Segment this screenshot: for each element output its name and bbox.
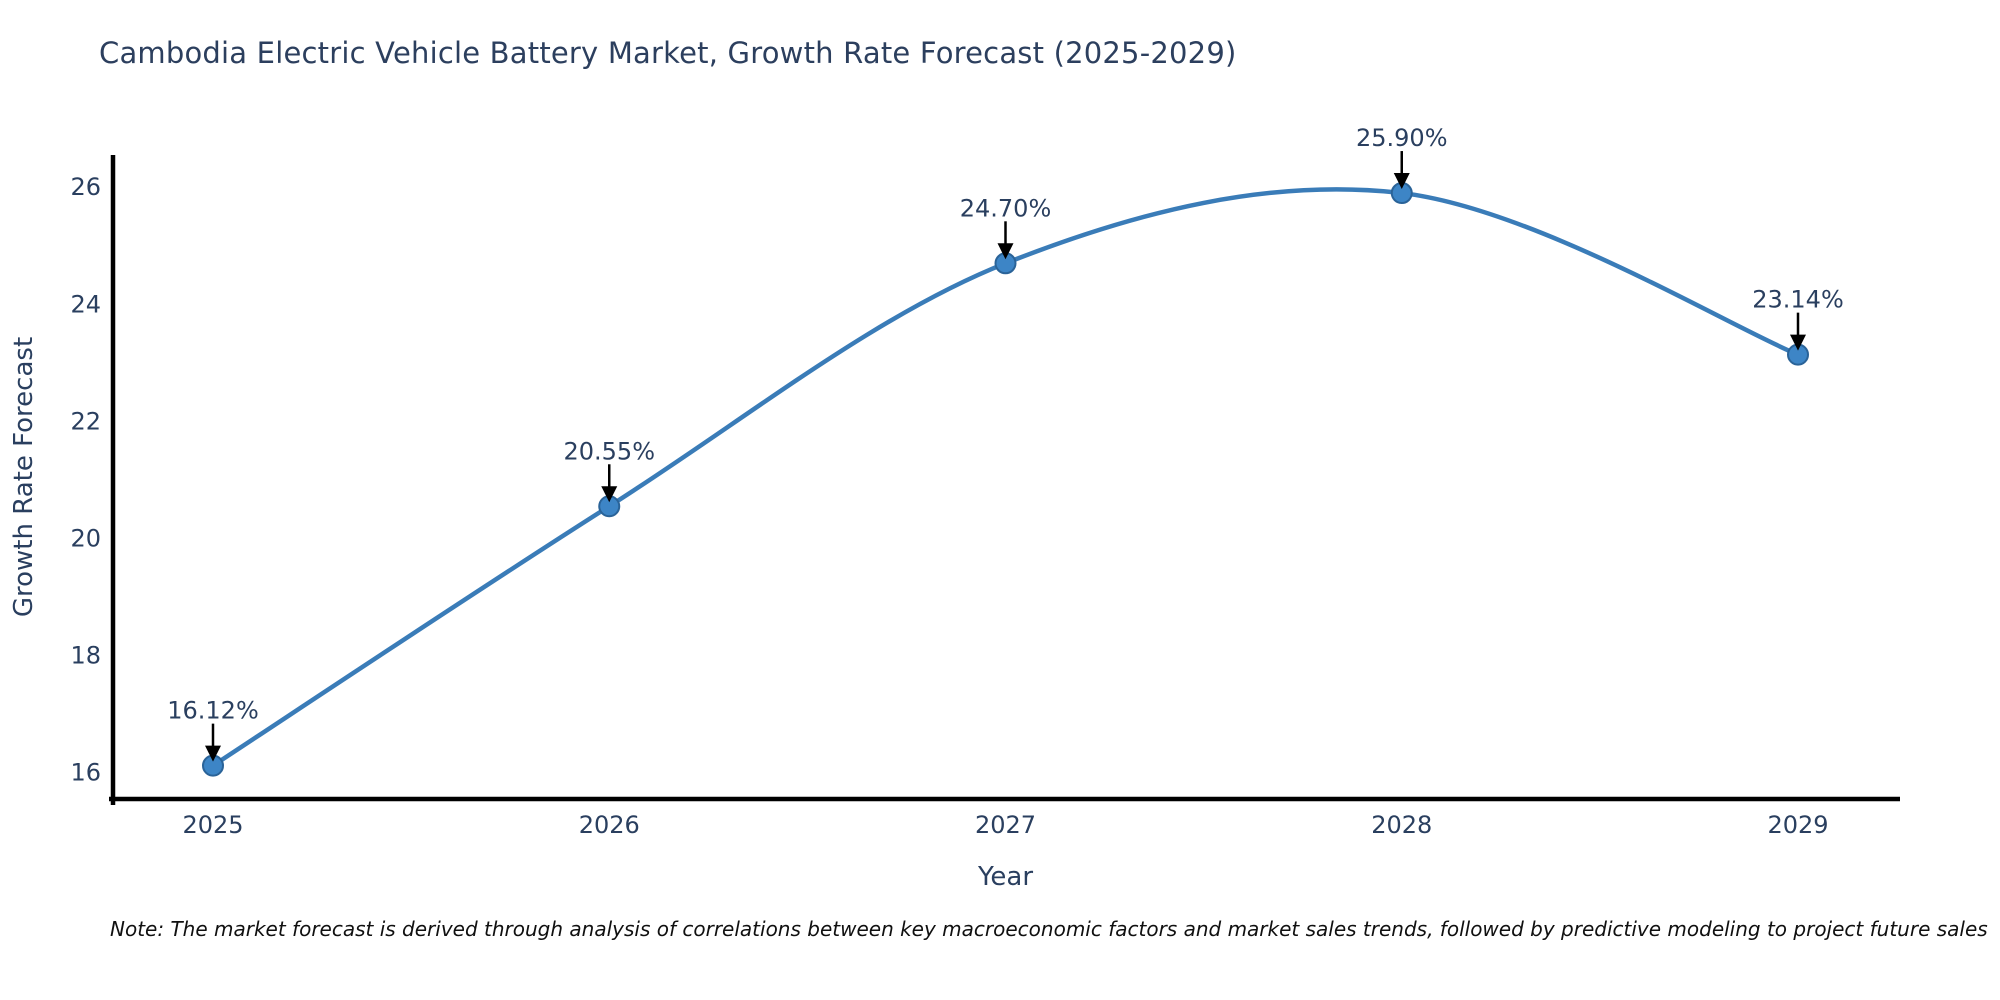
annotation-label: 16.12% [167, 697, 259, 725]
annotation-label: 24.70% [960, 194, 1052, 222]
annotation-label: 20.55% [563, 437, 655, 465]
chart-title: Cambodia Electric Vehicle Battery Market… [99, 36, 1237, 70]
annotation-label: 23.14% [1752, 286, 1844, 314]
y-tick-label: 18 [70, 642, 101, 670]
y-tick-label: 24 [70, 290, 101, 318]
x-tick-label: 2028 [1371, 811, 1432, 839]
x-tick-label: 2025 [182, 811, 243, 839]
x-axis-title: Year [977, 862, 1033, 892]
annotation-arrowhead [997, 243, 1014, 260]
annotation-arrowhead [601, 486, 618, 503]
annotation-arrowhead [1790, 334, 1806, 351]
x-tick-label: 2027 [975, 811, 1036, 839]
annotation-label: 25.90% [1356, 124, 1448, 152]
y-tick-label: 22 [70, 407, 101, 435]
annotation-arrowhead [1393, 173, 1410, 190]
y-tick-label: 20 [70, 524, 101, 552]
y-tick-label: 26 [70, 173, 101, 201]
y-tick-label: 16 [70, 759, 101, 787]
line-series [210, 187, 1801, 768]
annotation-arrowhead [205, 745, 221, 762]
x-tick-label: 2026 [579, 811, 640, 839]
x-tick-label: 2029 [1767, 811, 1828, 839]
y-axis-title: Growth Rate Forecast [9, 337, 39, 617]
chart-footnote: Note: The market forecast is derived thr… [110, 917, 1988, 941]
